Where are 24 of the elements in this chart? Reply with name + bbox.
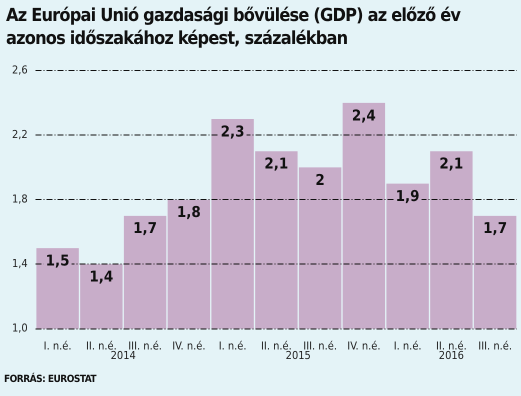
data-label: 1,4 <box>89 268 114 286</box>
data-label: 2,4 <box>352 106 376 124</box>
y-tick-label: 2,2 <box>12 128 28 142</box>
x-tick-label: IV. n.é. <box>347 339 380 352</box>
y-tick-label: 2,6 <box>12 63 28 76</box>
chart-title: Az Európai Unió gazdasági bővülése (GDP) az előző év azonos időszakához képest, százalékban <box>6 4 462 50</box>
data-label: 1,9 <box>396 186 420 205</box>
y-tick-label: 1,8 <box>12 192 28 206</box>
data-label: 2 <box>315 170 325 189</box>
data-label: 2,1 <box>439 154 464 173</box>
x-tick-label: I. n.é. <box>218 339 247 352</box>
y-tick-label: 1,0 <box>12 322 28 335</box>
data-label: 2,1 <box>264 154 288 173</box>
data-label: 1,7 <box>483 219 508 238</box>
x-tick-label: III. n.é. <box>478 339 512 352</box>
data-label: 1,7 <box>133 219 158 238</box>
x-tick-label: IV. n.é. <box>172 339 206 352</box>
data-label: 2,3 <box>220 122 245 140</box>
y-tick-label: 1,4 <box>12 257 28 270</box>
text: FORRÁS: EUROSTAT <box>4 374 96 385</box>
x-tick-label: I. n.é. <box>394 339 422 352</box>
data-label: 1,8 <box>176 203 201 222</box>
x-tick-label: I. n.é. <box>44 339 72 352</box>
data-label: 1,5 <box>46 252 70 270</box>
